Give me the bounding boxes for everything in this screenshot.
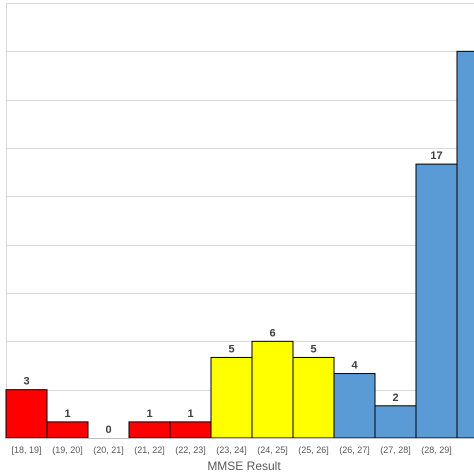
data-label-11: 17 <box>430 150 442 162</box>
data-label-9: 4 <box>351 360 358 372</box>
bar-11 <box>415 163 458 439</box>
x-tick-label-8: (25, 26] <box>298 445 329 455</box>
x-tick-label-3: (20, 21] <box>93 445 124 455</box>
data-label-3: 0 <box>105 424 111 436</box>
x-tick-labels: [18, 19] (19, 20] (20, 21] (21, 22] (22, 23]… <box>11 445 474 455</box>
x-tick-label-11: (28, 29] <box>421 445 452 455</box>
data-label-6: 5 <box>228 343 234 355</box>
bar-10 <box>374 405 417 439</box>
bar-6 <box>210 356 253 439</box>
x-tick-label-1: [18, 19] <box>11 445 41 455</box>
bar-4 <box>128 421 171 439</box>
x-tick-label-2: (19, 20] <box>52 445 83 455</box>
x-axis-title: MMSE Result <box>207 459 281 473</box>
x-tick-label-9: (26, 27] <box>339 445 370 455</box>
bars <box>5 50 474 439</box>
bar-8 <box>292 356 335 439</box>
data-label-1: 3 <box>23 376 29 388</box>
bar-2 <box>46 421 89 439</box>
data-label-10: 2 <box>392 392 398 404</box>
data-labels: 3 1 0 1 1 5 6 5 4 2 17 <box>23 150 442 436</box>
x-tick-label-6: (23, 24] <box>216 445 247 455</box>
x-tick-label-5: (22, 23] <box>175 445 206 455</box>
data-label-4: 1 <box>146 408 152 420</box>
x-tick-label-7: (24, 25] <box>257 445 288 455</box>
bar-5 <box>169 421 212 439</box>
bar-7 <box>251 340 294 439</box>
bar-9 <box>333 373 376 439</box>
data-label-8: 5 <box>310 343 316 355</box>
gridlines <box>6 3 474 438</box>
x-tick-label-4: (21, 22] <box>134 445 165 455</box>
data-label-2: 1 <box>64 408 70 420</box>
bar-12 <box>456 50 474 439</box>
data-label-7: 6 <box>269 327 275 339</box>
x-tick-label-10: (27, 28] <box>380 445 411 455</box>
data-label-5: 1 <box>187 408 193 420</box>
bar-1 <box>5 389 48 439</box>
